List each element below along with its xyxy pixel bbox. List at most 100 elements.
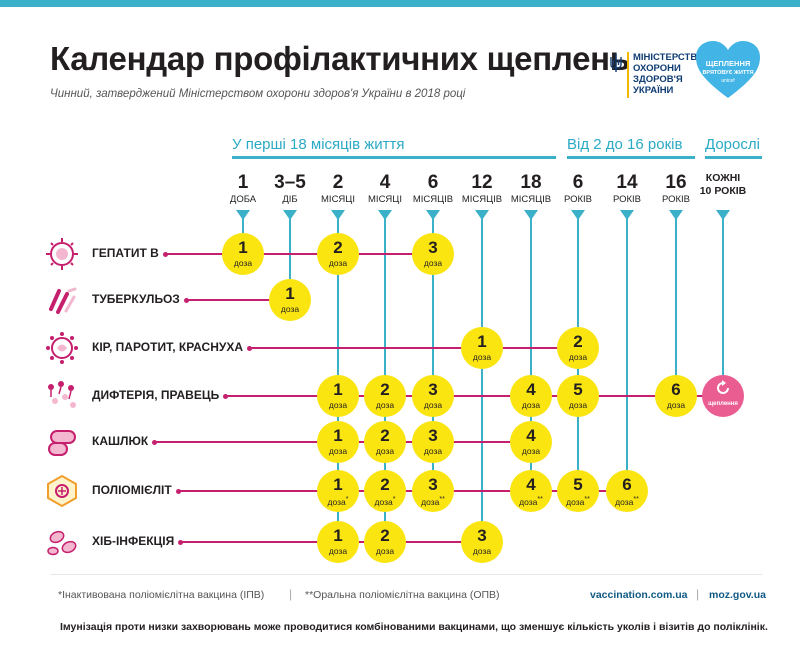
column-header: 1 ДОБА — [218, 172, 268, 205]
dose-circle: 2 доза — [317, 233, 359, 275]
dose-label: доза — [233, 258, 253, 268]
bottom-note: Імунізація проти низки захворювань може … — [60, 621, 768, 633]
dose-label: доза — [472, 546, 492, 556]
column-marker-triangle — [524, 210, 538, 220]
column-header-number: КОЖНІ — [705, 172, 741, 184]
column-header-unit: ДОБА — [229, 194, 257, 205]
dose-vaccine-mark: * — [345, 496, 349, 503]
footnote-ipv: *Інактивована поліомієлітна вакцина (ІПВ… — [58, 589, 265, 601]
heart-badge-sub: unicef — [721, 78, 735, 84]
dose-number: 3 — [477, 526, 487, 545]
dose-number: 2 — [380, 526, 390, 545]
column-header-number: 3–5 — [274, 172, 306, 193]
group-line-adults — [705, 156, 762, 159]
dose-circle: 5 доза** — [557, 470, 599, 512]
group-line-children — [567, 156, 695, 159]
ministry-name: МІНІСТЕРСТВО ОХОРОНИ ЗДОРОВ'Я УКРАЇНИ — [633, 52, 704, 96]
link-vaccination-site[interactable]: vaccination.com.ua — [590, 589, 688, 601]
column-header: 4 МІСЯЦІ — [360, 172, 410, 205]
dose-number: 5 — [573, 380, 583, 399]
dose-label: доза — [375, 446, 395, 456]
column-marker-triangle — [475, 210, 489, 220]
repeat-icon — [717, 380, 729, 394]
column-header: КОЖНІ 10 РОКІВ — [698, 172, 748, 198]
dose-label: доза — [472, 352, 492, 362]
column-header-unit: МІСЯЦІВ — [510, 194, 552, 205]
column-header-unit: РОКІВ — [563, 194, 593, 205]
column-header: 2 МІСЯЦІ — [313, 172, 363, 205]
vaccine-timeline — [164, 253, 433, 255]
column-header-number: 12 — [471, 172, 493, 193]
dose-circle: 1 доза — [317, 521, 359, 563]
dose-number: 3 — [428, 238, 438, 257]
dose-number: 1 — [477, 332, 487, 351]
column-timeline — [530, 216, 532, 491]
column-marker-triangle — [378, 210, 392, 220]
column-timeline — [432, 216, 434, 491]
dose-circle: 2 доза — [364, 521, 406, 563]
dose-circle: 2 доза — [557, 327, 599, 369]
dose-circle: 2 доза — [364, 421, 406, 463]
dose-number: 1 — [333, 380, 343, 399]
footer-divider — [50, 574, 762, 575]
dose-label: доза — [521, 446, 541, 456]
dose-number: 3 — [428, 380, 438, 399]
heart-badge-title: ЩЕПЛЕННЯ ВРЯТОВУЄ ЖИТТЯ — [700, 59, 756, 77]
dose-number: 3 — [428, 426, 438, 445]
column-header-number: 6 — [427, 172, 439, 193]
dose-number: 2 — [380, 475, 390, 494]
link-moz-site[interactable]: moz.gov.ua — [709, 589, 766, 601]
dose-vaccine-mark: ** — [584, 496, 590, 503]
column-marker-triangle — [331, 210, 345, 220]
column-header-number: 2 — [332, 172, 344, 193]
dose-number: 6 — [622, 475, 632, 494]
vaccine-timeline — [185, 299, 290, 301]
dose-number: 6 — [671, 380, 681, 399]
column-timeline — [675, 216, 677, 396]
column-timeline — [722, 216, 724, 396]
dose-label: доза — [521, 400, 541, 410]
ministry-line: ОХОРОНИ — [633, 63, 681, 74]
hib-bacteria-icon — [45, 525, 79, 559]
dose-label: доза** — [566, 496, 590, 507]
dose-circle: 3 доза — [412, 421, 454, 463]
column-header: 3–5 ДІБ — [265, 172, 315, 205]
dose-circle: 6 доза** — [606, 470, 648, 512]
column-header: 6 РОКІВ — [553, 172, 603, 205]
column-header-unit: ДІБ — [282, 194, 298, 205]
dose-circle: 4 доза — [510, 421, 552, 463]
column-header-unit: МІСЯЦІ — [321, 194, 355, 205]
dose-label: доза — [423, 400, 443, 410]
dose-label: доза* — [327, 496, 349, 507]
dose-number: 4 — [526, 426, 536, 445]
column-timeline — [626, 216, 628, 491]
dose-circle: 3 доза** — [412, 470, 454, 512]
footnote-opv: **Оральна поліомієлітна вакцина (ОПВ) — [305, 589, 500, 601]
dose-label: доза — [328, 546, 348, 556]
dose-vaccine-mark: ** — [439, 496, 445, 503]
dose-circle: 1 доза* — [317, 470, 359, 512]
group-line-infants — [232, 156, 556, 159]
group-label-adults: Дорослі — [705, 136, 760, 153]
dose-circle: 1 доза — [317, 421, 359, 463]
column-marker-triangle — [426, 210, 440, 220]
dose-number: 1 — [238, 238, 248, 257]
dose-number: 3 — [428, 475, 438, 494]
trident-icon — [610, 54, 622, 72]
dose-circle: 4 доза** — [510, 470, 552, 512]
dose-circle: 5 доза — [557, 375, 599, 417]
dose-label: доза — [280, 304, 300, 314]
column-header-unit: МІСЯЦІВ — [461, 194, 503, 205]
dose-circle: 1 доза — [317, 375, 359, 417]
dose-number: 1 — [285, 284, 295, 303]
page-title: Календар профілактичних щеплень — [50, 40, 630, 77]
dose-number: 1 — [333, 475, 343, 494]
column-marker-triangle — [620, 210, 634, 220]
dose-label: доза — [666, 400, 686, 410]
column-header: 14 РОКІВ — [602, 172, 652, 205]
tuberculosis-bacteria-icon — [45, 283, 79, 317]
column-timeline — [481, 216, 483, 542]
dose-circle: 1 доза — [222, 233, 264, 275]
vaccine-name: ГЕПАТИТ В — [92, 246, 159, 260]
column-header-unit: МІСЯЦІ — [368, 194, 402, 205]
